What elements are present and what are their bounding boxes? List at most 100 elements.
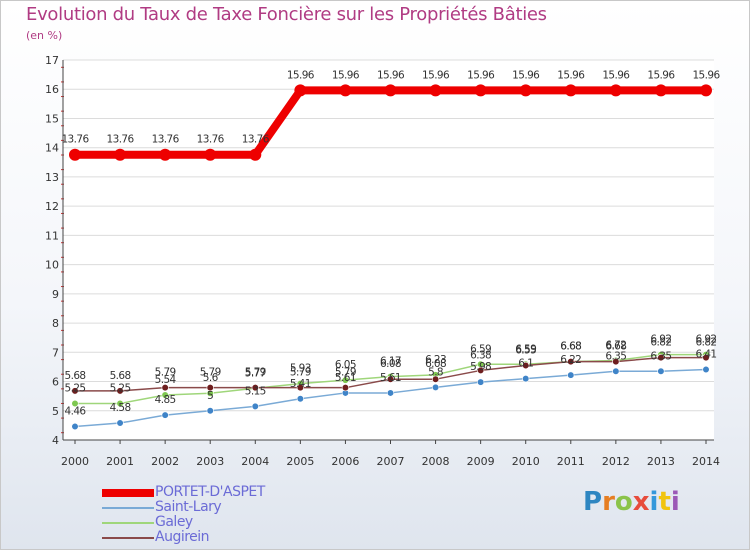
data-label: 5.79	[245, 367, 266, 379]
y-tick-label: 12	[45, 200, 59, 213]
data-point	[567, 358, 575, 366]
data-label: 6.82	[650, 337, 671, 349]
data-point	[116, 399, 124, 408]
data-label: 6.68	[605, 341, 626, 353]
data-label: 5.61	[380, 372, 401, 384]
data-point	[612, 358, 620, 366]
data-point	[522, 375, 530, 383]
legend-swatch	[102, 522, 154, 524]
data-point	[612, 367, 620, 375]
data-point	[161, 411, 169, 419]
data-label: 6.41	[696, 349, 717, 361]
logo-letter: i	[649, 487, 659, 517]
data-label: 15.96	[512, 69, 540, 81]
data-label: 5.77	[245, 367, 266, 379]
data-label: 15.96	[332, 69, 360, 81]
data-label: 6.82	[696, 337, 717, 349]
data-point	[431, 375, 440, 383]
data-label: 5.98	[470, 361, 491, 373]
data-point	[71, 422, 79, 431]
data-label: 15.96	[422, 69, 450, 81]
data-point	[702, 365, 710, 374]
data-label: 6.35	[650, 350, 671, 362]
data-point	[474, 84, 487, 97]
data-label: 13.76	[197, 134, 225, 146]
legend-swatch	[102, 537, 154, 539]
data-label: 5.68	[110, 370, 131, 382]
data-label: 6.72	[605, 339, 626, 351]
data-label: 6.92	[650, 334, 671, 346]
data-point	[339, 84, 352, 97]
data-point	[609, 84, 622, 97]
data-label: 6.35	[605, 350, 626, 362]
data-point	[657, 353, 665, 362]
data-point	[69, 148, 81, 161]
data-label: 5.6	[203, 372, 219, 384]
data-label: 6.55	[515, 344, 536, 356]
data-label: 6.23	[425, 354, 446, 366]
legend-label: Galey	[155, 514, 193, 530]
data-label: 5	[207, 390, 213, 402]
data-point	[429, 84, 442, 97]
x-tick-label: 2004	[241, 455, 269, 468]
data-point	[654, 84, 667, 97]
data-label: 6.59	[515, 343, 536, 355]
logo-letter: x	[632, 487, 650, 517]
data-label: 15.96	[602, 69, 630, 81]
data-point	[564, 84, 577, 97]
x-tick-label: 2005	[286, 455, 314, 468]
data-label: 5.15	[245, 385, 266, 397]
x-tick-label: 2007	[377, 455, 405, 468]
data-label: 15.96	[647, 69, 675, 81]
data-label: 6.38	[470, 349, 491, 361]
y-tick-label: 7	[52, 346, 59, 359]
unit-label: (en %)	[26, 29, 63, 42]
data-point	[386, 389, 395, 397]
y-tick-label: 10	[45, 259, 59, 272]
legend-swatch	[102, 489, 154, 497]
data-point	[71, 387, 79, 395]
data-label: 5.93	[290, 363, 311, 375]
data-point	[384, 84, 397, 97]
data-label: 15.96	[377, 69, 405, 81]
data-point	[71, 399, 79, 408]
data-label: 5.79	[335, 367, 356, 379]
data-label: 6.08	[380, 358, 401, 370]
chart-title: Evolution du Taux de Taxe Foncière sur l…	[26, 4, 547, 25]
data-point	[519, 84, 532, 97]
data-label: 5.25	[65, 382, 86, 394]
x-tick-label: 2001	[106, 455, 134, 468]
data-label: 6.1	[518, 358, 533, 370]
data-point	[700, 84, 712, 97]
data-point	[386, 375, 395, 383]
y-tick-label: 17	[45, 54, 59, 67]
data-point	[161, 391, 169, 399]
data-label: 5.68	[65, 370, 86, 382]
x-tick-label: 2008	[422, 455, 450, 468]
data-label: 4.85	[155, 394, 176, 406]
x-tick-label: 2010	[512, 455, 540, 468]
data-label: 13.76	[152, 134, 180, 146]
x-tick-label: 2002	[151, 455, 179, 468]
data-point	[341, 384, 350, 392]
data-point	[161, 384, 169, 392]
data-label: 6.68	[560, 341, 581, 353]
data-point	[702, 353, 710, 362]
x-tick-label: 2011	[557, 455, 585, 468]
data-label: 5.79	[200, 367, 221, 379]
data-label: 6.22	[560, 354, 581, 366]
y-tick-label: 4	[52, 434, 59, 447]
data-label: 13.76	[242, 134, 270, 146]
data-point	[341, 376, 350, 384]
data-point	[431, 383, 440, 391]
data-label: 15.96	[692, 69, 720, 81]
data-label: 5.79	[290, 367, 311, 379]
data-label: 6.59	[470, 343, 491, 355]
data-point	[116, 387, 124, 395]
logo-letter: i	[670, 487, 680, 517]
x-tick-label: 2000	[61, 455, 89, 468]
x-tick-label: 2013	[647, 455, 675, 468]
data-label: 4.46	[65, 406, 87, 418]
data-label: 4.58	[110, 402, 131, 414]
data-point	[657, 367, 665, 375]
